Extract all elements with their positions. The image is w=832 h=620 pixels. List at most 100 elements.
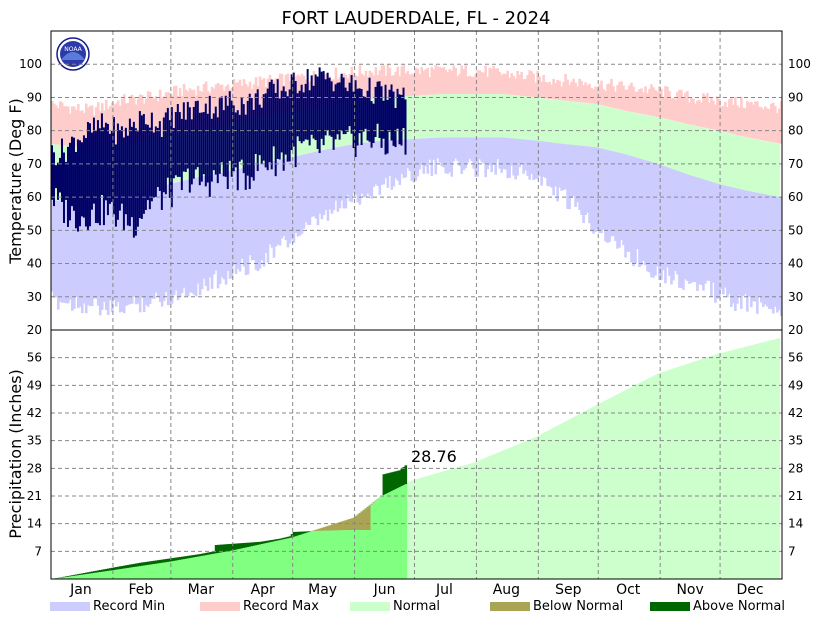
record-min-bar [224,171,228,285]
record-max-bar [598,84,601,105]
record-max-bar [650,84,653,116]
actual-precip-bar [364,529,368,579]
actual-precip-bar [268,542,272,579]
record-min-bar [198,176,202,296]
record-max-bar [58,101,62,145]
observed-temperature-bar [200,112,203,182]
record-min-bar [602,148,605,230]
record-min-bar [378,140,382,195]
record-min-bar [202,176,206,279]
record-min-bar [244,167,248,276]
actual-precip-bar [372,502,376,579]
record-max-bar [718,99,721,131]
record-min-bar [566,144,569,209]
record-max-bar [730,97,733,134]
record-min-bar [528,139,531,180]
record-max-bar [458,73,462,95]
record-max-bar [130,94,134,142]
record-min-bar [98,198,102,316]
record-min-bar [340,146,344,201]
record-max-bar [60,102,64,146]
observed-temperature-bar [272,83,275,147]
actual-precip-bar [266,542,270,579]
record-min-bar [696,176,699,292]
above-normal-bar [138,562,142,567]
legend-label: Normal [393,599,440,614]
above-normal-bar [382,474,386,496]
actual-precip-bar [98,572,102,579]
actual-precip-bar [366,529,370,579]
month-label: Feb [128,582,153,598]
record-max-bar [396,66,400,97]
record-min-bar [686,173,689,281]
record-max-bar [416,68,420,96]
observed-temperature-bar [374,86,377,137]
record-min-bar [174,182,178,291]
record-min-bar [90,199,94,307]
record-min-bar [588,146,591,224]
record-min-bar [530,140,533,175]
record-min-bar [716,183,719,299]
below-normal-bar [336,522,340,531]
record-max-bar [688,102,691,125]
record-min-bar [278,159,282,246]
actual-precip-bar [330,530,334,579]
precip-tick-label-left: 49 [27,378,42,392]
actual-precip-bar [128,567,132,579]
record-max-bar [226,84,230,125]
record-min-bar [440,137,444,167]
observed-temperature-bar [264,93,267,168]
observed-temperature-bar [120,126,123,204]
record-max-bar [470,76,474,95]
record-min-bar [626,154,629,252]
actual-precip-bar [374,501,378,579]
observed-temperature-bar [82,135,85,218]
record-min-bar [682,172,685,290]
record-min-bar [458,137,462,166]
record-max-bar [488,67,491,95]
above-normal-bar [90,571,94,574]
month-label: Jul [435,582,453,598]
record-min-bar [51,200,54,292]
record-max-bar [374,67,378,99]
record-max-bar [528,70,531,97]
record-min-bar [670,168,673,285]
record-min-bar [100,198,104,310]
actual-precip-bar [92,572,96,579]
observed-temperature-bar [164,112,167,195]
record-max-bar [640,88,643,114]
temp-tick-label-right: 90 [788,90,803,104]
actual-precip-bar [230,550,234,579]
below-normal-bar [360,511,364,530]
temperature-axis-label: Temperature (Deg F) [6,98,25,265]
record-max-bar [534,82,537,98]
month-label: Aug [493,582,520,598]
precip-tick-label-right: 21 [788,489,803,503]
above-normal-bar [294,531,298,537]
actual-precip-bar [256,544,260,579]
observed-temperature-bar [296,93,299,137]
record-min-bar [114,196,118,307]
observed-temperature-bar [220,96,223,163]
actual-precip-bar [300,534,304,579]
legend-label: Below Normal [533,599,623,614]
observed-temperature-bar [350,75,353,134]
legend-swatch [200,602,240,611]
record-max-bar [682,98,685,124]
above-normal-bar [170,558,174,562]
temp-tick-label-left: 60 [27,190,42,204]
record-min-bar [284,158,288,241]
record-max-bar [570,81,573,102]
record-min-bar [708,180,711,281]
observed-temperature-bar [238,114,241,162]
actual-precip-bar [64,576,68,579]
record-min-bar [630,155,633,263]
actual-precip-bar [404,484,408,579]
month-label: Jun [373,582,396,598]
record-min-bar [96,198,100,306]
observed-temperature-bar [214,106,217,175]
actual-precip-bar [224,551,228,579]
record-min-bar [214,173,218,271]
record-min-bar [722,184,725,295]
below-normal-bar [326,526,330,531]
